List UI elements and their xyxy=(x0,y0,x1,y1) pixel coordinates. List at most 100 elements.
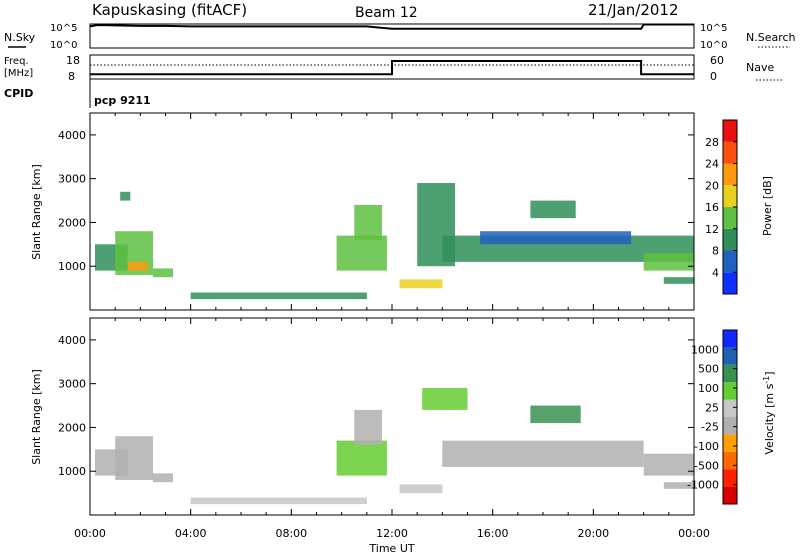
velocity-colorbar-tick-label: 25 xyxy=(705,401,719,414)
cpid-value: pcp 9211 xyxy=(94,94,151,107)
velocity-colorbar-tick-label: 1000 xyxy=(691,343,719,356)
y-tick-label: 4000 xyxy=(58,129,86,142)
power-colorbar-tick-label: 8 xyxy=(712,245,719,258)
freq-left-label: Freq. xyxy=(4,56,29,67)
heatmap-region-3 xyxy=(190,497,367,505)
velocity-colorbar-swatch xyxy=(723,382,737,400)
heatmap-region-7 xyxy=(422,388,468,410)
heatmap-region-6 xyxy=(336,235,387,271)
velocity-colorbar-swatch xyxy=(723,399,737,417)
power-colorbar-tick-label: 20 xyxy=(705,179,719,192)
heatmap-region-3 xyxy=(152,268,173,278)
velocity-colorbar-tick-label: 100 xyxy=(698,382,719,395)
velocity-colorbar-swatch xyxy=(723,417,737,435)
power-colorbar-swatch xyxy=(723,185,737,208)
velocity-colorbar-frame xyxy=(722,329,738,505)
velocity-colorbar-swatch xyxy=(723,347,737,365)
heatmap-region-8 xyxy=(442,440,644,467)
power-colorbar-tick-label: 24 xyxy=(705,158,719,171)
noise-series xyxy=(89,23,694,30)
power-colorbar-swatch xyxy=(723,207,737,229)
heatmap-region-4 xyxy=(120,191,131,201)
power-colorbar-tick-label: 16 xyxy=(705,201,719,214)
heatmap-region-11 xyxy=(663,482,694,489)
x-tick-label: 20:00 xyxy=(577,527,609,540)
power-panel-frame xyxy=(89,112,695,311)
power-colorbar-swatch xyxy=(723,250,737,273)
x-tick-label: 12:00 xyxy=(376,527,408,540)
heatmap-region-14 xyxy=(663,277,694,284)
noise-right-tick-top: 10^5 xyxy=(700,23,727,34)
y-tick-label: 2000 xyxy=(58,216,86,229)
power-colorbar-swatch xyxy=(723,163,737,186)
power-colorbar-swatch xyxy=(723,228,737,251)
heatmap-region-11 xyxy=(480,231,632,245)
noise-left-tick-top: 10^5 xyxy=(50,23,77,34)
noise-series-line-0 xyxy=(89,23,694,30)
freq-right-tick-top: 60 xyxy=(710,54,724,67)
velocity-colorbar-tick-label: -500 xyxy=(694,459,719,472)
heatmap-region-5 xyxy=(354,409,382,445)
freq-series-line xyxy=(90,60,694,76)
velocity-colorbar-swatch xyxy=(723,434,737,452)
y-tick-label: 3000 xyxy=(58,378,86,391)
x-tick-label: 08:00 xyxy=(275,527,307,540)
velocity-colorbar-swatch xyxy=(723,330,737,348)
power-colorbar: 4 8 12 16 20 24 28 xyxy=(705,119,738,295)
noise-right-tick-bottom: 10^0 xyxy=(700,40,727,51)
velocity-colorbar-swatch xyxy=(723,469,737,487)
power-colorbar-swatch xyxy=(723,141,737,164)
x-tick-label: 00:00 xyxy=(678,527,710,540)
heatmap-region-12 xyxy=(530,200,576,219)
x-axis-label: Time UT xyxy=(368,542,414,554)
heatmap-region-5 xyxy=(190,292,367,300)
velocity-colorbar-tick-label: -25 xyxy=(701,421,719,434)
velocity-colorbar-swatch xyxy=(723,486,737,504)
freq-series xyxy=(90,60,694,76)
power-y-axis-label: Slant Range [km] xyxy=(30,164,43,260)
velocity-y-axis-label: Slant Range [km] xyxy=(30,369,43,465)
freq-left-unit: [MHz] xyxy=(4,68,33,79)
station-title: Kapuskasing (fitACF) xyxy=(92,1,247,19)
freq-left-tick-bottom: 8 xyxy=(68,70,75,83)
heatmap-region-4 xyxy=(336,440,387,476)
heatmap-region-9 xyxy=(530,405,581,424)
velocity-colorbar-label: Velocity [m s-1] xyxy=(762,371,777,454)
heatmap-region-2 xyxy=(152,473,173,483)
y-tick-label: 1000 xyxy=(58,260,86,273)
noise-left-label: N.Sky xyxy=(4,31,36,44)
velocity-colorbar: -1000 -500 -100 -25 25 100 500 1000 xyxy=(687,329,738,505)
velocity-colorbar-swatch xyxy=(723,451,737,470)
y-tick-label: 2000 xyxy=(58,421,86,434)
beam-title: Beam 12 xyxy=(355,5,418,21)
freq-left-tick-top: 18 xyxy=(66,54,80,67)
noise-panel-frame xyxy=(89,23,695,49)
heatmap-region-13 xyxy=(643,253,694,271)
power-colorbar-swatch xyxy=(723,120,737,142)
power-heatmap-cells xyxy=(95,183,694,300)
heatmap-region-7 xyxy=(354,204,382,240)
freq-right-label: Nave xyxy=(746,61,774,74)
x-tick-label: 00:00 xyxy=(74,527,106,540)
power-colorbar-tick-label: 28 xyxy=(705,136,719,149)
power-colorbar-label: Power [dB] xyxy=(761,176,774,236)
heatmap-region-6 xyxy=(399,484,443,494)
power-axis-ticks: 1000 2000 3000 4000 xyxy=(58,113,695,310)
velocity-axis-ticks: 1000 2000 3000 4000 xyxy=(58,318,695,515)
y-tick-label: 1000 xyxy=(58,465,86,478)
power-colorbar-swatch xyxy=(723,272,737,295)
noise-left-tick-bottom: 10^0 xyxy=(50,40,77,51)
cpid-label: CPID xyxy=(4,87,33,100)
velocity-heatmap-cells xyxy=(95,388,694,505)
x-tick-label: 16:00 xyxy=(477,527,509,540)
y-tick-label: 3000 xyxy=(58,173,86,186)
velocity-colorbar-tick-label: -1000 xyxy=(687,479,719,492)
heatmap-region-8 xyxy=(399,279,443,289)
velocity-colorbar-tick-label: -100 xyxy=(694,440,719,453)
power-colorbar-tick-label: 4 xyxy=(712,266,719,279)
x-tick-label: 04:00 xyxy=(175,527,207,540)
date-title: 21/Jan/2012 xyxy=(588,1,679,19)
heatmap-region-1 xyxy=(115,436,153,480)
freq-right-tick-bottom: 0 xyxy=(710,70,717,83)
